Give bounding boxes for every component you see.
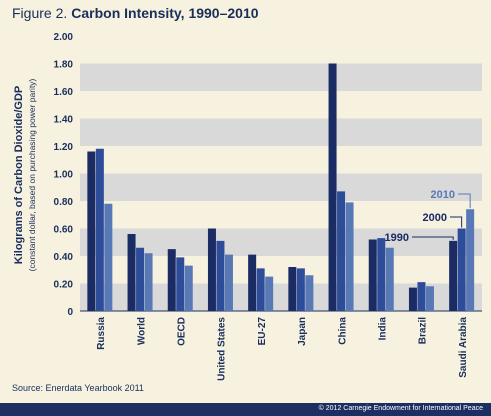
bar [377,238,386,311]
bar [345,202,354,311]
grid-band [80,201,482,229]
x-tick-label: Brazil [418,317,429,344]
footer-bar: © 2012 Carnegie Endowment for Internatio… [0,403,491,416]
bar [167,249,176,311]
bar [224,254,233,311]
annotation-leader [458,193,471,209]
grid-band [80,228,482,256]
bar [337,191,346,311]
annotation-label: 1990 [385,232,409,244]
y-tick-label: 1.20 [54,142,74,153]
bar [328,63,337,311]
grid-band [80,36,482,64]
bar [104,203,113,311]
bars [87,63,475,311]
bar [305,275,314,311]
figure-label: Figure 2. [12,5,68,21]
bar [87,151,96,311]
bar [408,287,417,311]
annotation-label: 2010 [431,189,455,201]
bar [256,268,265,311]
bar [288,267,297,311]
y-tick-labels: 0 0.20 0.40 0.60 0.80 1.00 1.20 1.40 1.60 1.80 2.0… [54,32,74,318]
bar [449,240,458,311]
grid-bands [80,36,482,311]
bar [457,228,466,311]
y-tick-label: 0.40 [54,252,74,263]
y-tick-label: 0.60 [54,225,74,236]
figure-title: Figure 2. Carbon Intensity, 1990–2010 [12,5,259,21]
annotation-leader [412,236,454,240]
y-tick-label: 1.80 [54,60,74,71]
bar [207,228,216,311]
grid-band [80,146,482,174]
grid-band [80,63,482,91]
annotation-leader [450,216,463,228]
annotations: 1990 2000 2010 [385,189,471,244]
y-axis-label: Kilograms of Carbon Dioxide/GDP [13,86,25,264]
source-note: Source: Enerdata Yearbook 2011 [12,383,144,393]
annotation-label: 2000 [423,212,447,224]
x-tick-label: Russia [96,317,107,350]
bar [368,239,377,311]
copyright: © 2012 Carnegie Endowment for Internatio… [318,405,483,412]
bar [176,257,185,311]
x-tick-label: Saudi Arabia [458,317,469,378]
x-tick-label: United States [217,317,228,381]
bar [144,253,153,311]
chart-title: Carbon Intensity, 1990–2010 [71,5,259,21]
x-tick-label: OECD [177,317,188,346]
bar [95,148,104,311]
y-tick-label: 1.60 [54,87,74,98]
bar [216,240,225,311]
y-tick-label: 1.40 [54,115,74,126]
bar [136,247,145,311]
x-tick-label: China [337,317,348,345]
x-tick-label: India [378,317,389,341]
grid-band [80,173,482,201]
y-tick-label: 0 [67,307,73,318]
bar [296,268,305,311]
grid-band [80,91,482,119]
bar [385,247,394,311]
y-tick-label: 1.00 [54,170,74,181]
y-axis-sublabel: (constant dollar, based on purchasing po… [27,78,37,271]
bar [184,265,193,311]
grid-band [80,118,482,146]
bar [417,282,426,311]
x-tick-label: EU-27 [257,317,268,346]
y-tick-label: 2.00 [54,32,74,43]
x-tick-label: World [136,317,147,345]
bar [466,209,475,311]
bar [127,234,136,311]
y-tick-label: 0.80 [54,197,74,208]
bar [248,254,257,311]
x-tick-label: Japan [297,317,308,346]
x-tick-labels: Russia World OECD United States EU-27 Japan Ch… [96,317,469,381]
bar [265,276,274,311]
bar [425,286,434,311]
y-tick-label: 0.20 [54,280,74,291]
